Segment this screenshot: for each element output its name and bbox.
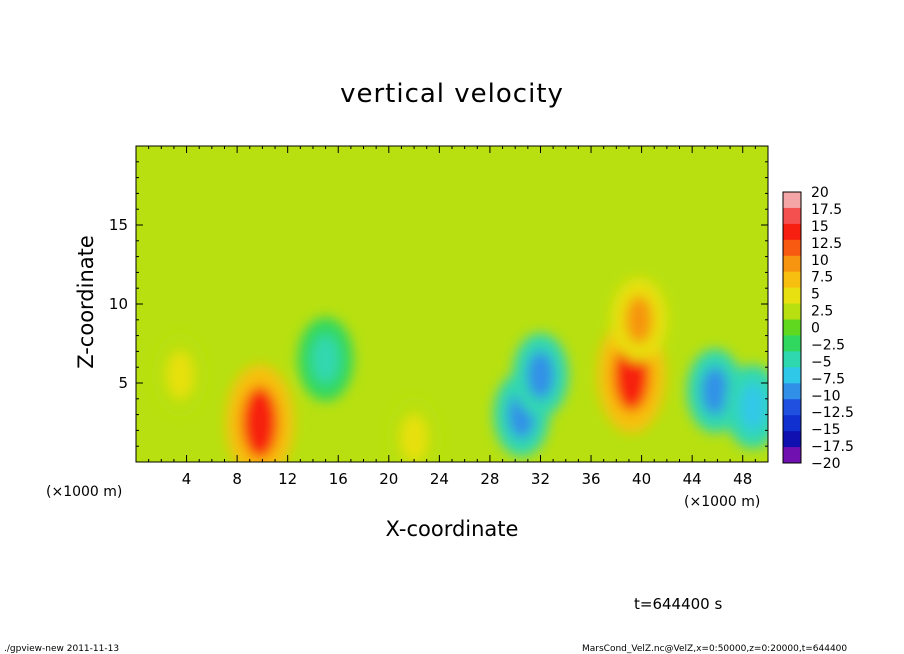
- colorbar-swatch: [783, 287, 801, 305]
- footer-left: ./gpview-new 2011-11-13: [4, 644, 119, 654]
- colorbar-swatch: [783, 239, 801, 257]
- x-tick-label: 48: [733, 470, 752, 488]
- velocity-core: [625, 295, 653, 344]
- colorbar-label: −12.5: [811, 405, 854, 421]
- x-tick-label: 20: [379, 470, 398, 488]
- colorbar-swatch: [783, 335, 801, 352]
- footer-right: MarsCond_VelZ.nc@VelZ,x=0:50000,z=0:2000…: [582, 644, 847, 654]
- velocity-core: [400, 414, 428, 462]
- colorbar-label: 10: [811, 253, 829, 269]
- x-tick-label: 40: [632, 470, 651, 488]
- colorbar-label: 0: [811, 321, 820, 337]
- y-axis-label: Z-coordinate: [74, 235, 98, 369]
- colorbar-frame: [782, 191, 802, 464]
- colorbar-swatch: [783, 447, 801, 464]
- colorbar-label: −5: [811, 354, 832, 370]
- x-unit-note-left: (×1000 m): [46, 484, 122, 500]
- colorbar-label: 5: [811, 287, 820, 303]
- colorbar-swatch: [783, 303, 801, 321]
- colorbar-label: −7.5: [811, 371, 845, 387]
- colorbar-swatch: [783, 207, 801, 225]
- colorbar-label: 12.5: [811, 236, 842, 252]
- x-tick-label: 32: [531, 470, 550, 488]
- colorbar-label: −20: [811, 456, 841, 472]
- x-tick-label: 28: [480, 470, 499, 488]
- y-tick-label: 15: [109, 216, 128, 234]
- x-tick-label: 24: [430, 470, 449, 488]
- colorbar-label: 2.5: [811, 304, 833, 320]
- colorbar-label: 20: [811, 185, 829, 201]
- colorbar-swatch: [783, 223, 801, 241]
- x-tick-label: 8: [232, 470, 242, 488]
- x-unit-note-right: (×1000 m): [684, 494, 760, 510]
- chart-title: vertical velocity: [340, 79, 564, 109]
- velocity-core: [312, 335, 340, 384]
- colorbar-label: 7.5: [811, 270, 833, 286]
- velocity-core: [526, 351, 554, 400]
- time-label: t=644400 s: [634, 595, 722, 613]
- colorbar-label: 17.5: [811, 202, 842, 218]
- colorbar-swatch: [783, 319, 801, 336]
- velocity-core: [739, 382, 767, 431]
- x-tick-label: 44: [683, 470, 702, 488]
- colorbar-swatch: [783, 399, 801, 416]
- colorbar-swatch: [783, 431, 801, 448]
- x-tick-label: 36: [581, 470, 600, 488]
- x-axis-label: X-coordinate: [386, 517, 519, 541]
- x-tick-label: 4: [182, 470, 192, 488]
- x-tick-label: 12: [278, 470, 297, 488]
- colorbar-label: −17.5: [811, 439, 854, 455]
- colorbar-label: −2.5: [811, 337, 845, 353]
- velocity-core: [241, 386, 278, 459]
- colorbar-swatch: [783, 383, 801, 400]
- colorbar-swatch: [783, 255, 801, 273]
- colorbar-swatch: [783, 367, 801, 384]
- colorbar-label: −10: [811, 388, 841, 404]
- y-tick-label: 10: [109, 295, 128, 313]
- colorbar-swatch: [783, 351, 801, 368]
- y-tick-label: 5: [118, 374, 128, 392]
- colorbar-swatch: [783, 192, 801, 209]
- velocity-core: [166, 351, 194, 400]
- colorbar-label: 15: [811, 219, 829, 235]
- colorbar-swatch: [783, 415, 801, 432]
- colorbar: 2017.51512.5107.552.50−2.5−5−7.5−10−12.5…: [782, 185, 854, 472]
- x-tick-label: 16: [329, 470, 348, 488]
- colorbar-swatch: [783, 271, 801, 289]
- velocity-core: [701, 366, 729, 415]
- colorbar-label: −15: [811, 422, 841, 438]
